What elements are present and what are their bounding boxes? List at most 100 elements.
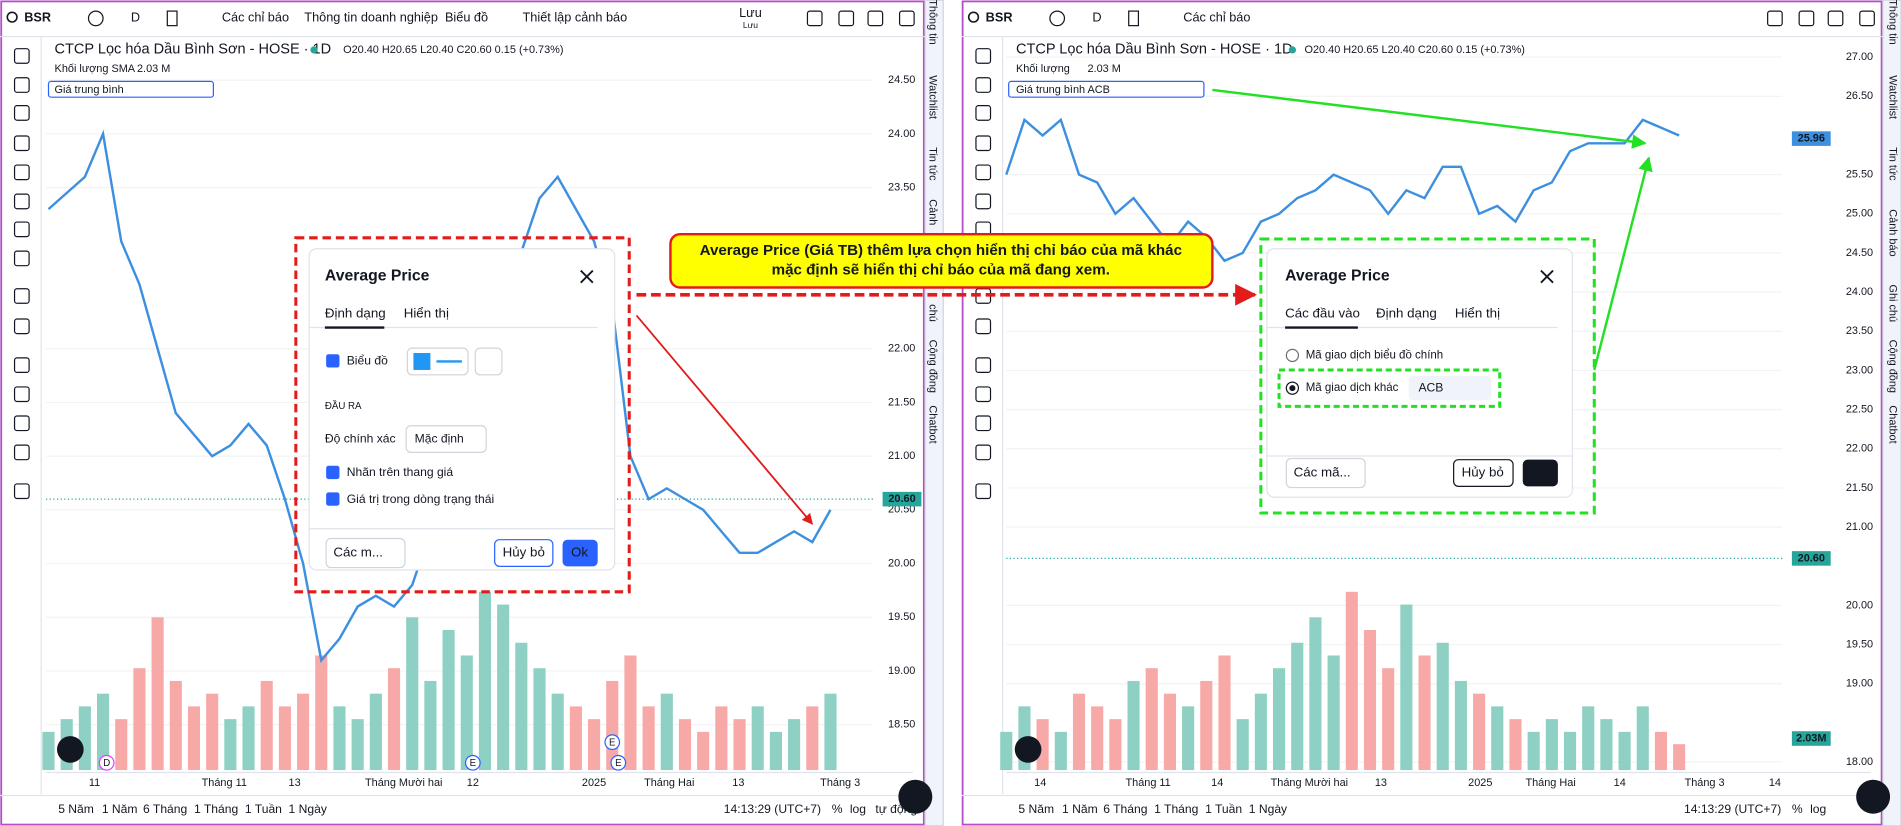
ok-button[interactable] [1522, 459, 1558, 487]
drawing-tool[interactable] [975, 164, 992, 181]
ok-button[interactable] [562, 539, 598, 567]
range-button[interactable]: 1 Ngày [1249, 802, 1288, 816]
radio[interactable] [1285, 348, 1300, 363]
cancel-button[interactable] [494, 539, 554, 567]
range-button[interactable]: 1 Tuần [245, 802, 282, 816]
drawing-tool[interactable] [975, 386, 992, 403]
drawing-tool[interactable] [975, 415, 992, 432]
drawing-tool[interactable] [975, 357, 992, 373]
range-button[interactable]: 5 Năm [58, 802, 94, 816]
toolbar-icon[interactable] [806, 10, 823, 27]
sidebar-tab[interactable]: Cảnh báo [1887, 209, 1899, 256]
sidebar-tab[interactable]: Tin tức [1887, 147, 1899, 181]
range-button[interactable]: 1 Ngày [289, 802, 328, 816]
toolbar-icon[interactable] [867, 10, 884, 27]
checkbox[interactable] [326, 492, 340, 506]
range-button[interactable]: 5 Năm [1018, 802, 1054, 816]
drawing-tool[interactable] [13, 386, 30, 403]
chart-type-button[interactable]: Biểu đồ [445, 10, 488, 25]
toolbar-icon[interactable] [838, 10, 855, 27]
cancel-button[interactable] [1453, 459, 1514, 487]
drawing-tool[interactable] [975, 318, 992, 335]
percent-toggle[interactable]: % [832, 802, 843, 816]
save-button[interactable]: Lưu [739, 5, 762, 20]
toolbar-icon[interactable] [898, 10, 915, 27]
tab[interactable]: Hiển thị [1455, 306, 1500, 321]
drawing-tool[interactable] [13, 135, 30, 152]
select[interactable] [405, 425, 487, 454]
tab[interactable]: Các đầu vào [1285, 306, 1360, 321]
toolbar-icon[interactable] [1859, 10, 1875, 27]
indicator-legend[interactable] [47, 80, 214, 98]
sidebar-tab[interactable]: chú [926, 304, 938, 322]
range-button[interactable]: 1 Năm [102, 802, 138, 816]
template-select[interactable] [1285, 457, 1366, 489]
sidebar-tab[interactable]: Chatbot [1887, 405, 1899, 443]
checkbox[interactable] [326, 354, 340, 368]
sidebar-tab[interactable]: Cảnh [926, 199, 938, 225]
drawing-tool[interactable] [13, 357, 30, 373]
drawing-tool[interactable] [975, 135, 992, 152]
company-info-button[interactable]: Thông tin doanh nghiệp [304, 10, 438, 25]
sidebar-tab[interactable]: Chatbot [926, 405, 938, 443]
range-button[interactable]: 1 Tuần [1205, 802, 1242, 816]
drawing-tool[interactable] [13, 288, 30, 304]
range-button[interactable]: 6 Tháng [143, 802, 187, 816]
color-swatch[interactable] [406, 347, 469, 376]
sidebar-tab[interactable]: Watchlist [1887, 75, 1899, 119]
symbol-search[interactable]: BSR [24, 10, 51, 25]
drawing-tool[interactable] [13, 105, 30, 121]
compare-button[interactable] [87, 10, 104, 27]
sidebar-tab[interactable]: Watchlist [926, 75, 938, 119]
alerts-button[interactable]: Thiết lập cảnh báo [523, 10, 628, 25]
sidebar-tab[interactable]: Thông tin [926, 0, 938, 45]
drawing-tool[interactable] [13, 77, 30, 93]
sidebar-tab[interactable]: Thông tin [1887, 0, 1899, 45]
drawing-tool[interactable] [13, 221, 30, 238]
drawing-tool[interactable] [13, 415, 30, 432]
tab[interactable]: Hiển thị [404, 306, 449, 321]
tab[interactable]: Định dạng [1376, 306, 1437, 321]
sidebar-tab[interactable]: Ghi chú [1887, 284, 1899, 322]
drawing-tool[interactable] [975, 77, 992, 93]
drawing-tool[interactable] [13, 318, 30, 335]
drawing-tool[interactable] [13, 193, 30, 210]
range-button[interactable]: 1 Tháng [1154, 802, 1198, 816]
toolbar-icon[interactable] [1827, 10, 1844, 27]
toolbar-icon[interactable] [1767, 10, 1783, 27]
percent-toggle[interactable]: % [1792, 802, 1803, 816]
drawing-tool[interactable] [13, 250, 30, 267]
template-select[interactable] [325, 537, 406, 569]
range-button[interactable]: 1 Tháng [194, 802, 238, 816]
drawing-tool[interactable] [975, 193, 992, 210]
sidebar-tab[interactable]: Tin tức [926, 147, 938, 181]
checkbox[interactable] [326, 465, 340, 480]
compare-button[interactable] [1049, 10, 1066, 27]
interval-button[interactable]: D [131, 10, 140, 25]
symbol-input[interactable] [1408, 376, 1492, 401]
drawing-tool[interactable] [13, 444, 30, 461]
chat-button[interactable] [1856, 779, 1891, 814]
indicators-button[interactable]: Các chỉ báo [222, 10, 289, 25]
drawing-tool[interactable] [975, 444, 992, 461]
chat-button[interactable] [898, 779, 933, 814]
log-toggle[interactable]: log [850, 802, 866, 816]
drawing-tool[interactable] [13, 483, 30, 500]
sidebar-tab[interactable]: Cộng đồng [1887, 340, 1899, 393]
indicator-legend[interactable] [1008, 80, 1205, 98]
drawing-tool[interactable] [975, 483, 992, 500]
interval-button[interactable]: D [1092, 10, 1101, 25]
toolbar-icon[interactable] [1798, 10, 1815, 27]
range-button[interactable]: 1 Năm [1062, 802, 1098, 816]
tab[interactable]: Định dạng [325, 306, 386, 321]
sidebar-tab[interactable]: Cộng đồng [926, 340, 938, 393]
drawing-tool[interactable] [975, 48, 992, 64]
range-button[interactable]: 6 Tháng [1103, 802, 1147, 816]
plot-style[interactable] [474, 347, 503, 376]
indicators-button[interactable]: Các chỉ báo [1183, 10, 1250, 25]
drawing-tool[interactable] [13, 48, 30, 64]
drawing-tool[interactable] [13, 164, 30, 181]
log-toggle[interactable]: log [1810, 802, 1826, 816]
symbol-search[interactable]: BSR [986, 10, 1013, 25]
drawing-tool[interactable] [975, 105, 992, 121]
